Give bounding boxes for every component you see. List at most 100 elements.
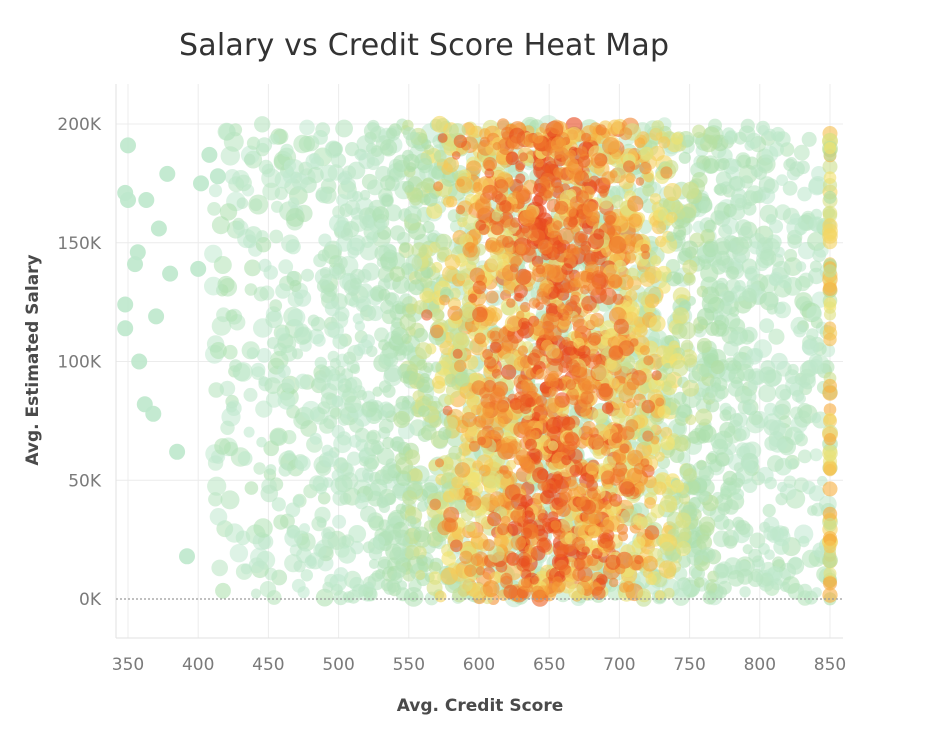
density-hotspot bbox=[619, 481, 636, 497]
density-hotspot bbox=[634, 555, 644, 565]
density-blob bbox=[794, 275, 811, 292]
density-hotspot bbox=[489, 341, 502, 354]
density-blob bbox=[378, 418, 394, 434]
density-blob bbox=[383, 244, 397, 258]
density-hotspot bbox=[655, 397, 665, 407]
density-blob bbox=[346, 237, 365, 256]
density-blob bbox=[776, 439, 788, 451]
density-hotspot bbox=[553, 471, 563, 480]
density-blob bbox=[287, 308, 306, 327]
sparse-point bbox=[117, 320, 134, 337]
density-blob bbox=[688, 370, 701, 384]
density-blob bbox=[359, 189, 371, 201]
density-hotspot bbox=[531, 411, 541, 422]
density-blob bbox=[823, 567, 837, 581]
density-blob bbox=[463, 279, 474, 290]
density-blob bbox=[497, 523, 510, 536]
density-blob bbox=[399, 293, 413, 307]
density-blob bbox=[810, 208, 823, 220]
density-hotspot bbox=[561, 416, 576, 431]
density-blob bbox=[784, 369, 800, 384]
density-blob bbox=[681, 134, 694, 148]
density-hotspot bbox=[571, 314, 585, 328]
density-blob bbox=[775, 384, 792, 401]
sparse-point bbox=[127, 256, 143, 273]
density-blob bbox=[263, 265, 279, 280]
density-hotspot bbox=[548, 370, 559, 382]
sparse-point bbox=[120, 192, 136, 208]
density-blob bbox=[271, 497, 286, 512]
density-blob bbox=[256, 348, 272, 363]
density-blob bbox=[315, 186, 333, 204]
density-blob bbox=[636, 516, 649, 530]
density-hotspot bbox=[534, 158, 544, 168]
density-hotspot bbox=[527, 352, 541, 366]
density-blob bbox=[334, 474, 353, 493]
density-hotspot bbox=[535, 368, 547, 380]
density-blob bbox=[253, 286, 269, 302]
density-blob bbox=[715, 250, 731, 266]
density-blob bbox=[456, 270, 467, 282]
density-blob bbox=[332, 514, 347, 529]
density-hotspot bbox=[525, 438, 537, 451]
density-blob bbox=[700, 547, 716, 563]
density-blob bbox=[767, 455, 784, 472]
density-blob bbox=[566, 126, 582, 143]
density-hotspot bbox=[501, 131, 511, 141]
density-blob bbox=[369, 471, 382, 485]
density-blob bbox=[822, 481, 838, 497]
density-blob bbox=[719, 421, 736, 438]
density-blob bbox=[487, 512, 502, 527]
density-blob bbox=[611, 432, 623, 444]
density-blob bbox=[702, 126, 721, 145]
density-hotspot bbox=[515, 188, 532, 205]
density-hotspot bbox=[472, 280, 487, 295]
density-hotspot bbox=[592, 492, 602, 502]
density-blob bbox=[275, 283, 291, 299]
density-blob bbox=[356, 135, 374, 153]
density-blob bbox=[569, 464, 581, 476]
sparse-point bbox=[193, 175, 209, 192]
density-hotspot bbox=[619, 127, 633, 141]
density-blob bbox=[408, 468, 423, 482]
density-blob bbox=[715, 586, 728, 599]
density-blob bbox=[310, 316, 326, 332]
density-blob bbox=[295, 326, 313, 344]
density-hotspot bbox=[623, 160, 636, 173]
density-blob bbox=[414, 153, 432, 171]
density-blob bbox=[383, 364, 402, 383]
density-hotspot bbox=[434, 458, 445, 468]
density-hotspot bbox=[544, 397, 560, 414]
density-blob bbox=[770, 352, 788, 370]
density-blob bbox=[380, 465, 395, 480]
density-hotspot bbox=[450, 539, 463, 553]
density-blob bbox=[466, 160, 482, 176]
density-blob bbox=[378, 339, 390, 351]
density-blob bbox=[504, 314, 522, 332]
density-blob bbox=[716, 277, 728, 290]
density-blob bbox=[682, 272, 696, 286]
density-blob bbox=[343, 351, 357, 365]
density-blob bbox=[742, 287, 757, 303]
density-blob bbox=[395, 587, 410, 602]
density-blob bbox=[385, 126, 401, 141]
density-blob bbox=[423, 192, 438, 207]
density-blob bbox=[313, 543, 327, 557]
density-blob bbox=[727, 380, 745, 397]
density-hotspot bbox=[581, 295, 597, 312]
density-blob bbox=[768, 328, 785, 345]
density-blob bbox=[244, 259, 261, 277]
density-blob bbox=[822, 223, 838, 240]
density-hotspot bbox=[433, 181, 444, 192]
density-blob bbox=[361, 334, 375, 349]
density-hotspot bbox=[520, 301, 531, 313]
density-blob bbox=[335, 119, 353, 138]
density-blob bbox=[639, 381, 652, 394]
density-blob bbox=[675, 229, 686, 241]
density-blob bbox=[285, 502, 301, 518]
density-blob bbox=[229, 544, 249, 563]
sparse-point bbox=[131, 353, 148, 370]
density-blob bbox=[598, 383, 613, 398]
density-blob bbox=[639, 271, 656, 287]
density-blob bbox=[710, 360, 725, 375]
